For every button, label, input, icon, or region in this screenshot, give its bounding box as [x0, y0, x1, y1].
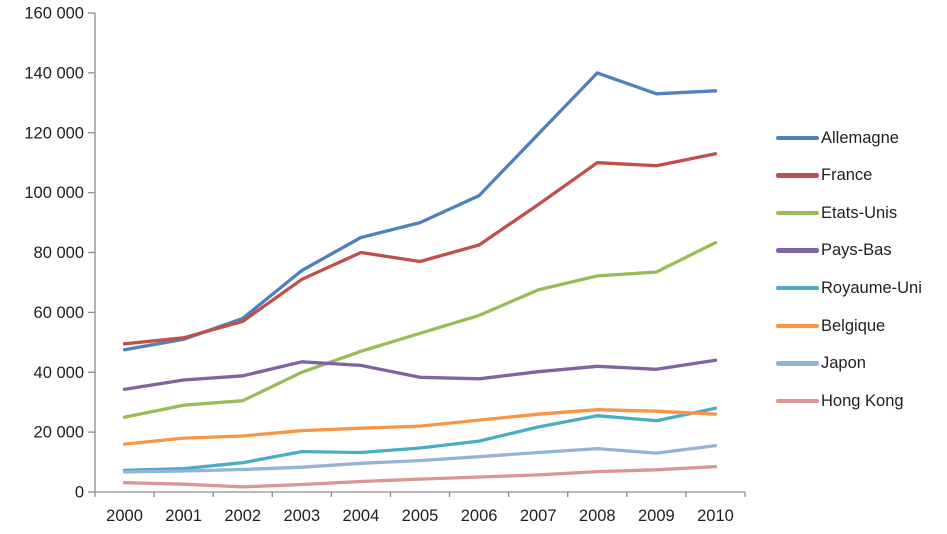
- x-axis-label: 2000: [106, 507, 143, 525]
- legend-label: Pays-Bas: [821, 241, 892, 260]
- x-axis-label: 2003: [283, 507, 320, 525]
- legend-line-swatch: [776, 248, 819, 253]
- x-axis-label: 2008: [579, 507, 616, 525]
- legend-item-etats-unis: Etats-Unis: [776, 194, 922, 232]
- series-line-pays-bas: [122, 358, 718, 391]
- legend-line-swatch: [776, 361, 819, 366]
- x-axis-label: 2001: [165, 507, 202, 525]
- legend-line-swatch: [776, 323, 819, 328]
- y-axis-label: 80 000: [34, 244, 84, 262]
- chart-legend: Allemagne France Etats-Unis Pays-Bas Royaume…: [776, 119, 922, 420]
- legend-label: Japon: [821, 354, 866, 373]
- legend-item-pays-bas: Pays-Bas: [776, 232, 922, 270]
- y-axis-label: 120 000: [24, 124, 84, 142]
- y-axis-label: 140 000: [24, 64, 84, 82]
- legend-line-swatch: [776, 285, 819, 291]
- y-axis-label: 60 000: [34, 304, 84, 322]
- x-axis-label: 2005: [402, 507, 439, 525]
- y-axis-label: 0: [75, 484, 84, 502]
- series-line-royaume-uni: [122, 406, 718, 473]
- legend-line-swatch: [776, 173, 819, 178]
- y-axis-label: 40 000: [34, 364, 84, 382]
- y-axis-label: 160 000: [24, 5, 84, 23]
- legend-item-royaume-uni: Royaume-Uni: [776, 269, 922, 307]
- y-axis-label: 100 000: [24, 184, 84, 202]
- legend-line-swatch: [776, 398, 819, 404]
- x-axis-label: 2004: [343, 507, 380, 525]
- legend-label: France: [821, 166, 873, 185]
- legend-label: Etats-Unis: [821, 203, 898, 222]
- legend-label: Hong Kong: [821, 391, 904, 410]
- series-line-allemagne: [122, 71, 718, 352]
- y-axis-label: 20 000: [34, 424, 84, 442]
- x-axis-label: 2009: [638, 507, 675, 525]
- series-line-france: [122, 152, 718, 346]
- x-axis-label: 2007: [520, 507, 557, 525]
- x-axis-label: 2006: [461, 507, 498, 525]
- series-line-hong-kong: [122, 464, 718, 489]
- legend-line-swatch: [776, 210, 819, 216]
- legend-item-allemagne: Allemagne: [776, 119, 922, 157]
- x-axis-label: 2010: [697, 507, 734, 525]
- legend-item-france: France: [776, 157, 922, 195]
- series-line-belgique: [122, 408, 718, 446]
- legend-line-swatch: [776, 135, 819, 140]
- series-line-japon: [122, 443, 718, 474]
- x-axis-label: 2002: [224, 507, 261, 525]
- series-line-etats-unis: [122, 240, 718, 419]
- legend-label: Allemagne: [821, 128, 899, 147]
- legend-label: Royaume-Uni: [821, 278, 922, 297]
- legend-item-belgique: Belgique: [776, 307, 922, 345]
- legend-item-japon: Japon: [776, 345, 922, 383]
- legend-item-hong-kong: Hong Kong: [776, 382, 922, 420]
- legend-label: Belgique: [821, 316, 886, 335]
